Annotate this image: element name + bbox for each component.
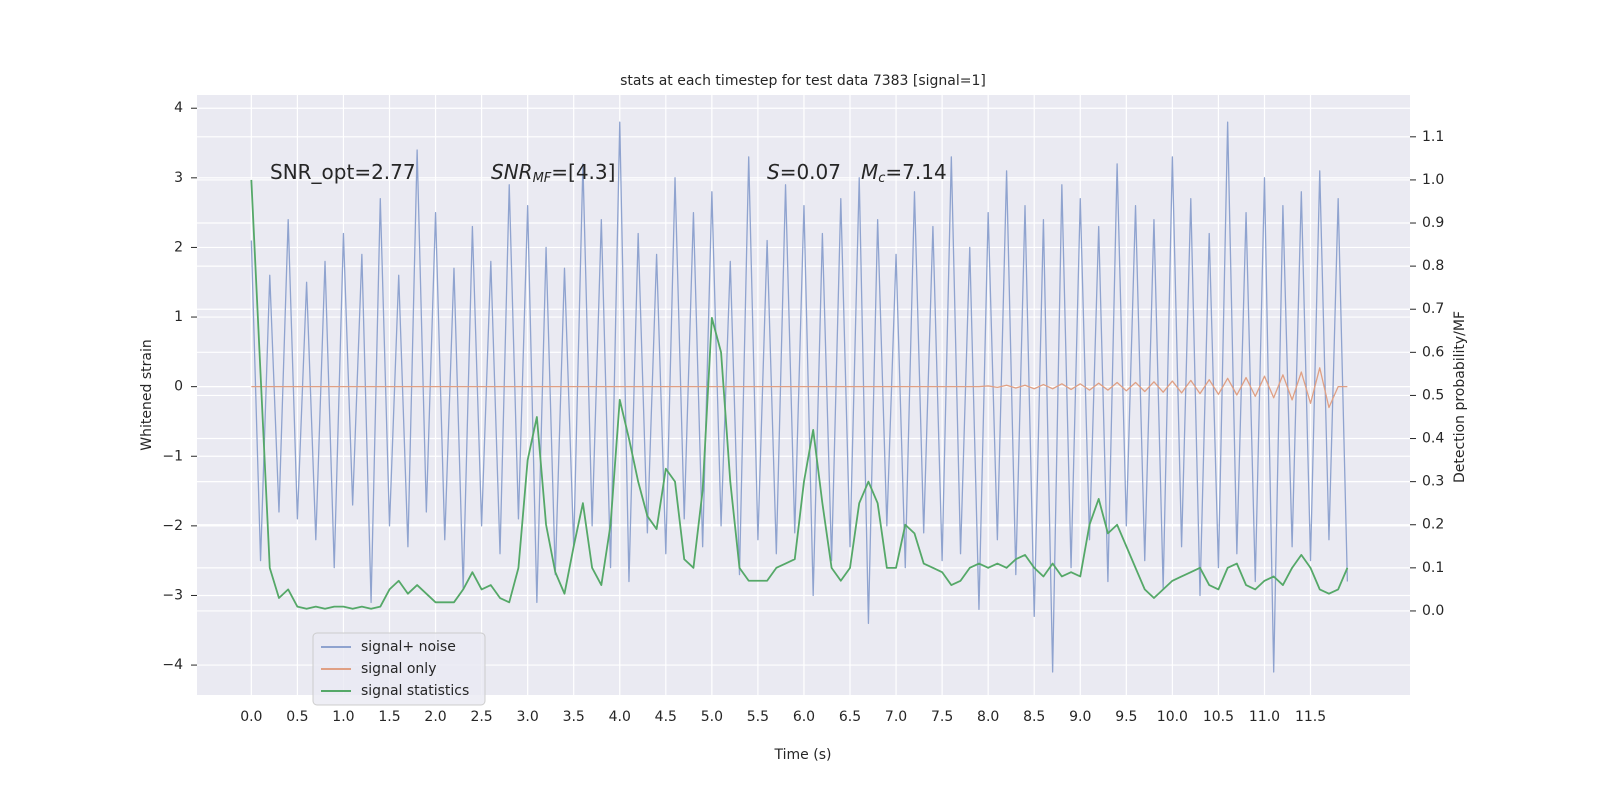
y-tick-label: 1 [174,309,183,325]
annotation-text: MF [533,171,552,186]
y2-tick-label: 0.4 [1422,431,1444,447]
x-tick-label: 4.5 [655,709,677,725]
y2-tick-label: 0.0 [1422,603,1444,619]
y-tick-label: −2 [162,518,183,534]
annotation-text: SNR_opt=2.77 [270,160,416,184]
x-tick-label: 5.5 [747,709,769,725]
x-tick-label: 6.0 [793,709,815,725]
annotation-text: =7.14 [885,160,946,184]
x-tick-label: 8.5 [1023,709,1045,725]
y-tick-label: −1 [162,448,183,464]
chart-title: stats at each timestep for test data 738… [620,73,986,89]
y-tick-label: 2 [174,239,183,255]
legend-label: signal+ noise [361,639,456,655]
y2-tick-label: 0.8 [1422,258,1444,274]
annotation: SNR_opt=2.77 [270,160,416,184]
x-tick-label: 0.0 [240,709,262,725]
y2-axis-label: Detection probability/MF [1452,311,1468,483]
x-tick-label: 9.5 [1115,709,1137,725]
x-tick-label: 2.0 [424,709,446,725]
annotation-text: =[4.3] [551,160,615,184]
y2-tick-label: 0.9 [1422,215,1444,231]
y-tick-label: 4 [174,100,183,116]
y2-tick-label: 0.1 [1422,560,1444,576]
x-tick-label: 6.5 [839,709,861,725]
x-tick-label: 10.5 [1203,709,1234,725]
y-tick-label: −3 [162,587,183,603]
x-tick-label: 11.5 [1295,709,1326,725]
y-tick-label: 0 [174,379,183,395]
x-tick-label: 2.5 [470,709,492,725]
x-tick-label: 7.5 [931,709,953,725]
y2-tick-label: 0.6 [1422,344,1444,360]
x-tick-label: 7.0 [885,709,907,725]
annotation-text: S [767,160,780,184]
x-tick-label: 11.0 [1249,709,1280,725]
y2-tick-label: 0.3 [1422,474,1444,490]
legend-box [312,632,486,706]
y-tick-label: −4 [162,657,183,673]
annotation-text: SNR [491,160,533,184]
annotation: SNRMF=[4.3] [491,160,615,186]
y-axis-label: Whitened strain [139,339,155,450]
series-line [250,121,1349,673]
legend-label: signal statistics [361,683,469,699]
x-tick-label: 4.0 [609,709,631,725]
legend-label: signal only [361,661,436,677]
x-tick-label: 8.0 [977,709,999,725]
x-tick-label: 3.0 [517,709,539,725]
y2-tick-label: 0.5 [1422,387,1444,403]
x-tick-label: 1.5 [378,709,400,725]
y2-tick-label: 0.7 [1422,301,1444,317]
x-tick-label: 3.5 [563,709,585,725]
x-tick-label: 9.0 [1069,709,1091,725]
annotation-text: M [861,160,878,184]
x-tick-label: 10.0 [1157,709,1188,725]
x-tick-label: 5.0 [701,709,723,725]
x-tick-label: 1.0 [332,709,354,725]
x-axis-label: Time (s) [774,747,832,763]
annotation-text: c [878,171,885,186]
y-tick-label: 3 [174,170,183,186]
y2-tick-label: 0.2 [1422,517,1444,533]
annotation: S=0.07 Mc=7.14 [767,160,947,186]
y2-tick-label: 1.1 [1422,129,1444,145]
series-line [251,367,1348,409]
y2-tick-label: 1.0 [1422,172,1444,188]
x-tick-label: 0.5 [286,709,308,725]
series-line [250,179,1349,610]
annotation-text: =0.07 [780,160,841,184]
